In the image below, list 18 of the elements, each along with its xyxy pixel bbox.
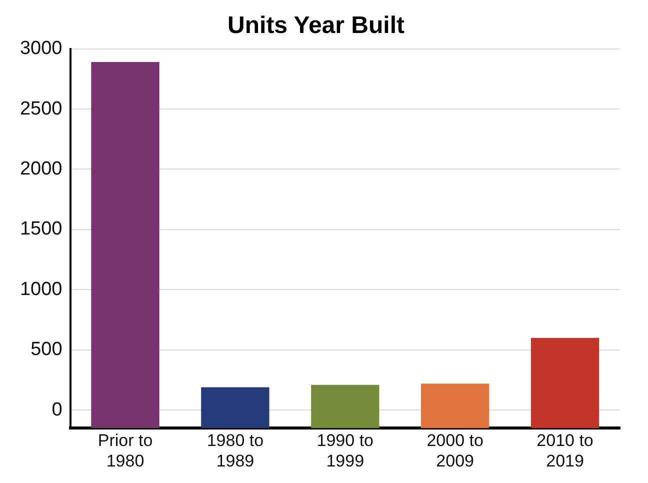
bar	[420, 384, 490, 428]
x-tick-label: 1980 to 1989	[206, 431, 264, 470]
x-tick-label: 2000 to 2009	[426, 431, 484, 470]
y-tick-label: 1000	[20, 278, 62, 300]
y-tick-label: 2500	[20, 98, 62, 120]
bar	[91, 62, 160, 428]
bar	[311, 384, 380, 428]
bar	[530, 338, 600, 428]
y-tick-label: 3000	[20, 38, 62, 60]
x-tick-label: 1990 to 1999	[316, 431, 374, 470]
x-tick-label: 2010 to 2019	[536, 431, 594, 470]
y-tick-label: 500	[30, 339, 62, 360]
y-tick-label: 2000	[20, 158, 62, 180]
y-tick-label: 1500	[20, 218, 62, 240]
x-tick-label: Prior to 1980	[98, 431, 153, 470]
bar	[201, 387, 270, 428]
chart-title: Units Year Built	[228, 12, 404, 40]
y-tick-label: 0	[52, 399, 62, 420]
